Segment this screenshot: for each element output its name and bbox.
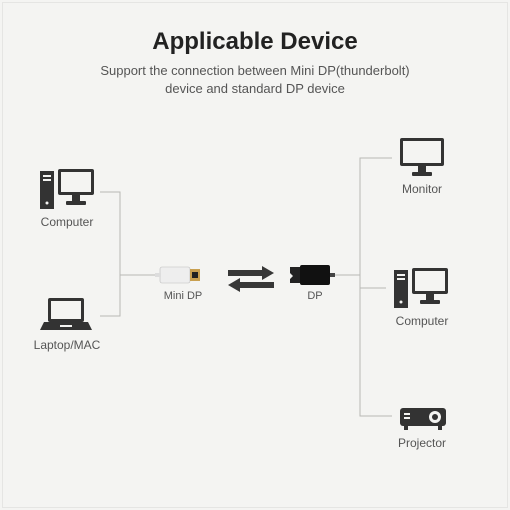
mini-dp-connector <box>155 267 200 283</box>
mini-dp-label: Mini DP <box>158 290 208 302</box>
bidirectional-arrow-icon <box>228 266 274 292</box>
dp-connector <box>290 265 335 285</box>
diagram-lines <box>0 0 510 510</box>
dp-label: DP <box>300 290 330 302</box>
